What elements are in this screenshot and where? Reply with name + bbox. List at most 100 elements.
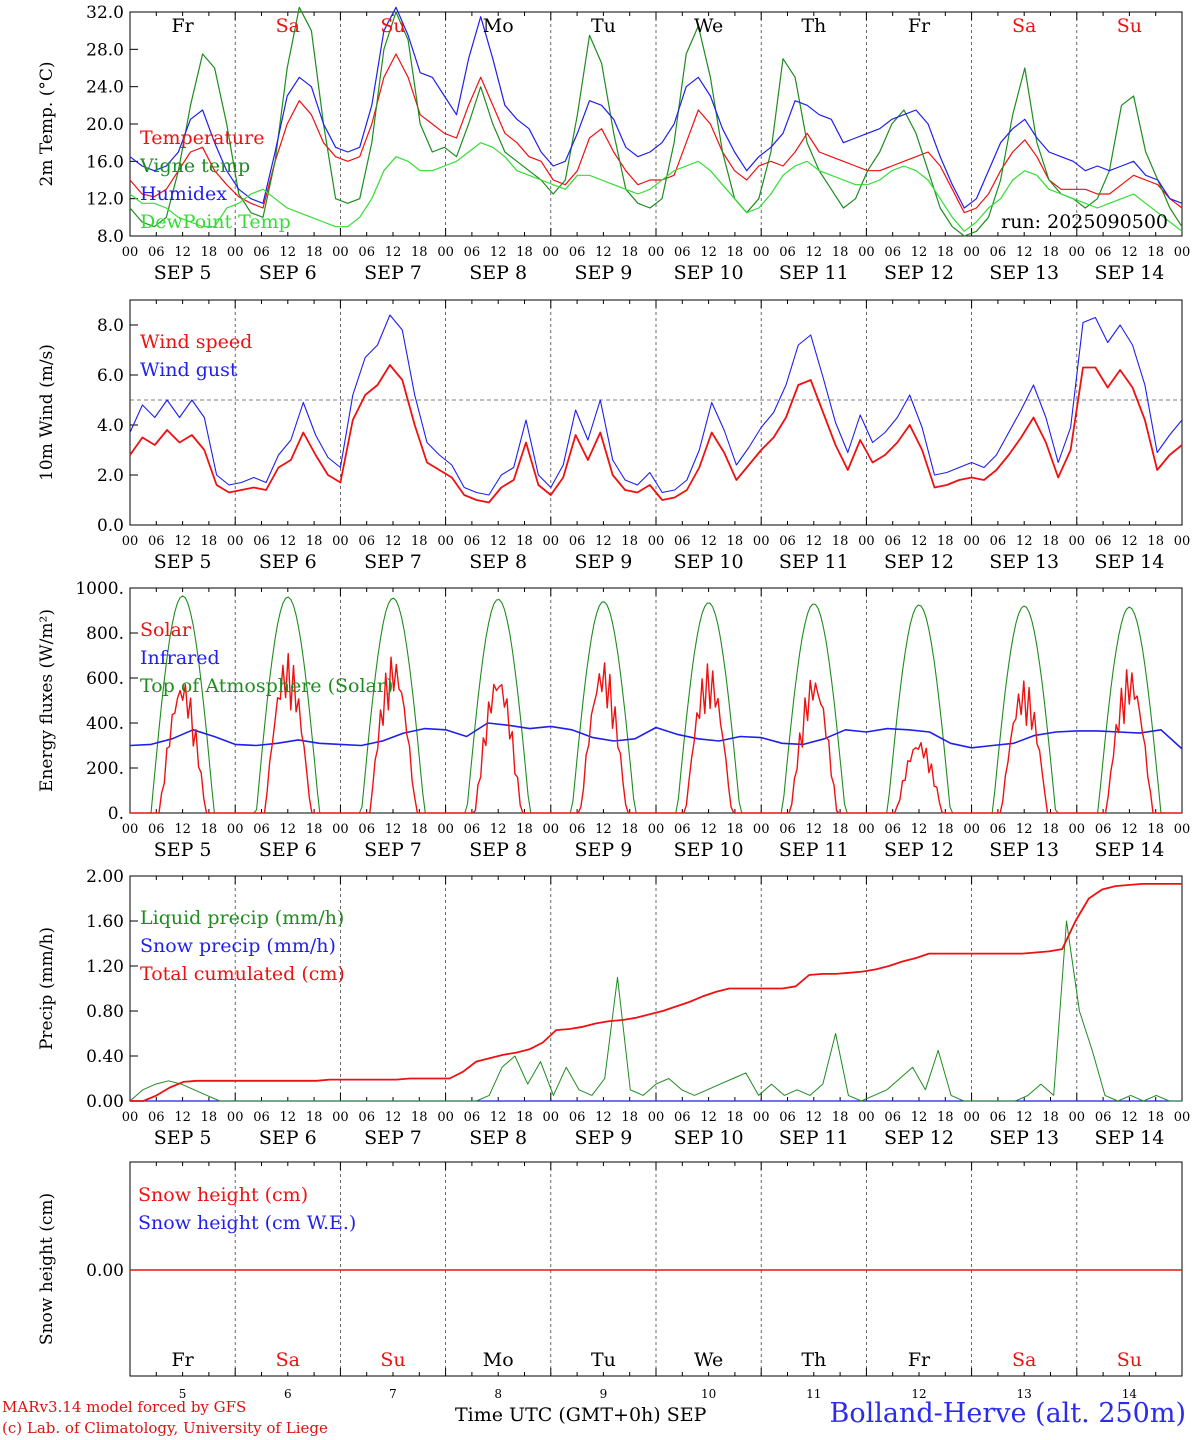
y-tick-label: 16.0 — [86, 152, 124, 172]
date-label: SEP 12 — [884, 551, 954, 573]
hour-tick-label: 12 — [595, 534, 612, 549]
date-label: SEP 9 — [574, 262, 632, 284]
y-tick-label: 4.0 — [97, 416, 124, 436]
y-tick-label: 0.00 — [86, 1261, 124, 1281]
hour-tick-label: 06 — [674, 822, 691, 837]
date-label: SEP 14 — [1094, 262, 1164, 284]
hour-tick-label: 06 — [148, 822, 165, 837]
date-label: SEP 14 — [1094, 839, 1164, 861]
hour-tick-label: 06 — [253, 245, 270, 260]
day-number-label: 6 — [284, 1387, 292, 1401]
hour-tick-label: 06 — [990, 245, 1007, 260]
hour-tick-label: 00 — [1069, 245, 1086, 260]
hour-tick-label: 12 — [385, 245, 402, 260]
date-label: SEP 9 — [574, 1127, 632, 1149]
hour-tick-label: 00 — [543, 245, 560, 260]
date-label: SEP 13 — [989, 839, 1059, 861]
hour-tick-label: 18 — [516, 1110, 533, 1125]
day-number-label: 7 — [389, 1387, 397, 1401]
hour-tick-label: 12 — [911, 822, 928, 837]
legend-wind-speed: Wind speed — [140, 331, 252, 353]
hour-tick-label: 18 — [1042, 534, 1059, 549]
date-label: SEP 14 — [1094, 551, 1164, 573]
hour-tick-label: 06 — [884, 1110, 901, 1125]
y-tick-label: 2.0 — [97, 466, 124, 486]
hour-tick-label: 18 — [1147, 245, 1164, 260]
hour-tick-label: 00 — [332, 822, 349, 837]
hour-tick-label: 12 — [1121, 534, 1138, 549]
day-number-label: 11 — [806, 1387, 821, 1401]
hour-tick-label: 00 — [1174, 245, 1191, 260]
series-liquid-precip — [129, 920, 1182, 1102]
hour-tick-label: 00 — [1174, 822, 1191, 837]
hour-tick-label: 18 — [937, 822, 954, 837]
hour-tick-label: 12 — [1016, 1110, 1033, 1125]
hour-tick-label: 18 — [516, 245, 533, 260]
hour-tick-label: 00 — [1069, 822, 1086, 837]
hour-tick-label: 12 — [280, 822, 297, 837]
hour-tick-label: 12 — [700, 822, 717, 837]
hour-tick-label: 12 — [1121, 1110, 1138, 1125]
date-label: SEP 6 — [259, 551, 317, 573]
hour-tick-label: 12 — [174, 1110, 191, 1125]
hour-tick-label: 00 — [1069, 1110, 1086, 1125]
hour-tick-label: 00 — [858, 822, 875, 837]
x-axis-caption: Time UTC (GMT+0h) SEP — [455, 1404, 707, 1426]
hour-tick-label: 18 — [306, 534, 323, 549]
hour-tick-label: 06 — [569, 1110, 586, 1125]
hour-tick-label: 12 — [1016, 822, 1033, 837]
hour-tick-label: 12 — [385, 822, 402, 837]
y-tick-label: 32.0 — [86, 3, 124, 23]
y-tick-label: 400. — [86, 714, 124, 734]
hour-tick-label: 00 — [122, 1110, 139, 1125]
weekday-label: Th — [801, 1349, 826, 1371]
date-label: SEP 5 — [154, 1127, 212, 1149]
hour-tick-label: 12 — [911, 245, 928, 260]
series-infrared — [129, 722, 1183, 750]
y-tick-label: 0.40 — [86, 1047, 124, 1067]
hour-tick-label: 12 — [595, 245, 612, 260]
hour-tick-label: 12 — [700, 534, 717, 549]
hour-tick-label: 00 — [332, 534, 349, 549]
hour-tick-label: 00 — [648, 245, 665, 260]
weekday-label: Sa — [276, 15, 300, 37]
hour-tick-label: 00 — [963, 822, 980, 837]
series-wind-gust — [129, 314, 1183, 496]
date-label: SEP 10 — [674, 839, 744, 861]
series-total-cumulated — [130, 883, 1182, 1102]
hour-tick-label: 12 — [280, 1110, 297, 1125]
hour-tick-label: 00 — [227, 1110, 244, 1125]
date-label: SEP 11 — [779, 551, 849, 573]
hour-tick-label: 18 — [621, 822, 638, 837]
hour-tick-label: 06 — [464, 822, 481, 837]
credit-line-2: (c) Lab. of Climatology, University of L… — [2, 1419, 328, 1437]
hour-tick-label: 06 — [674, 1110, 691, 1125]
hour-tick-label: 18 — [727, 534, 744, 549]
hour-tick-label: 00 — [648, 822, 665, 837]
hour-tick-label: 06 — [779, 245, 796, 260]
hour-tick-label: 00 — [753, 822, 770, 837]
hour-tick-label: 00 — [543, 822, 560, 837]
hour-tick-label: 06 — [253, 534, 270, 549]
y-tick-label: 800. — [86, 624, 124, 644]
weekday-label: Su — [1117, 1349, 1142, 1371]
hour-tick-label: 18 — [832, 534, 849, 549]
hour-tick-label: 12 — [806, 822, 823, 837]
hour-tick-label: 00 — [543, 1110, 560, 1125]
hour-tick-label: 12 — [385, 1110, 402, 1125]
series-vigne-temp — [129, 6, 1183, 237]
hour-tick-label: 18 — [411, 245, 428, 260]
weekday-label: Fr — [171, 1349, 194, 1371]
hour-tick-label: 06 — [569, 822, 586, 837]
hour-tick-label: 00 — [753, 245, 770, 260]
hour-tick-label: 18 — [727, 822, 744, 837]
hour-tick-label: 06 — [464, 1110, 481, 1125]
date-label: SEP 10 — [674, 262, 744, 284]
hour-tick-label: 00 — [122, 822, 139, 837]
y-tick-label: 8.0 — [97, 316, 124, 336]
hour-tick-label: 00 — [858, 1110, 875, 1125]
hour-tick-label: 18 — [621, 1110, 638, 1125]
date-label: SEP 7 — [364, 551, 422, 573]
date-label: SEP 5 — [154, 262, 212, 284]
hour-tick-label: 18 — [411, 1110, 428, 1125]
